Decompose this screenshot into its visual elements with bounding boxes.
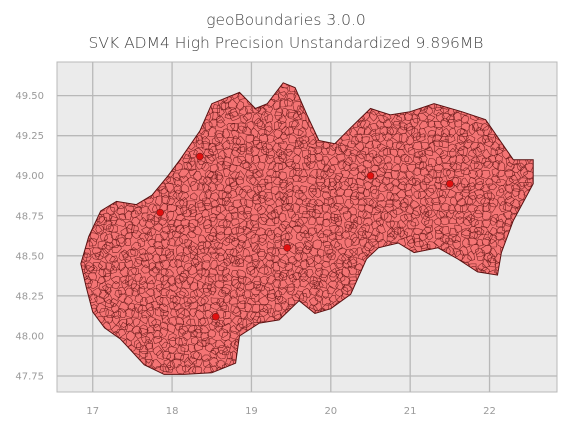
plot-frame: [56, 61, 558, 393]
x-tick-label: 19: [245, 406, 258, 417]
highlighted-municipality: [446, 179, 454, 188]
highlighted-municipality: [156, 208, 164, 217]
x-tick-label: 22: [483, 406, 496, 417]
y-tick-label: 47.75: [15, 371, 44, 382]
x-tick-label: 20: [324, 406, 337, 417]
y-tick-label: 48.25: [15, 291, 44, 302]
highlighted-municipality: [211, 312, 220, 321]
y-tick-label: 49.25: [15, 131, 44, 142]
highlighted-municipality: [196, 152, 204, 161]
country-border: [80, 82, 534, 375]
y-tick-label: 48.50: [15, 251, 44, 262]
y-axis: 47.75 48.00 48.25 48.50 48.75 49.00 49.25 49.50: [15, 91, 44, 382]
y-tick-label: 48.75: [15, 211, 44, 222]
x-tick-label: 17: [86, 406, 99, 417]
x-tick-label: 18: [166, 406, 179, 417]
x-tick-label: 21: [404, 406, 417, 417]
highlighted-municipality: [366, 171, 375, 180]
y-tick-label: 49.00: [15, 171, 44, 182]
y-tick-label: 49.50: [15, 91, 44, 102]
map-title: geoBoundaries 3.0.0: [206, 11, 366, 29]
map-subtitle: SVK ADM4 High Precision Unstandardized 9…: [88, 34, 484, 52]
x-axis: 17 18 19 20 21 22: [86, 406, 496, 417]
y-tick-label: 48.00: [15, 331, 44, 342]
highlighted-municipality: [283, 244, 291, 252]
